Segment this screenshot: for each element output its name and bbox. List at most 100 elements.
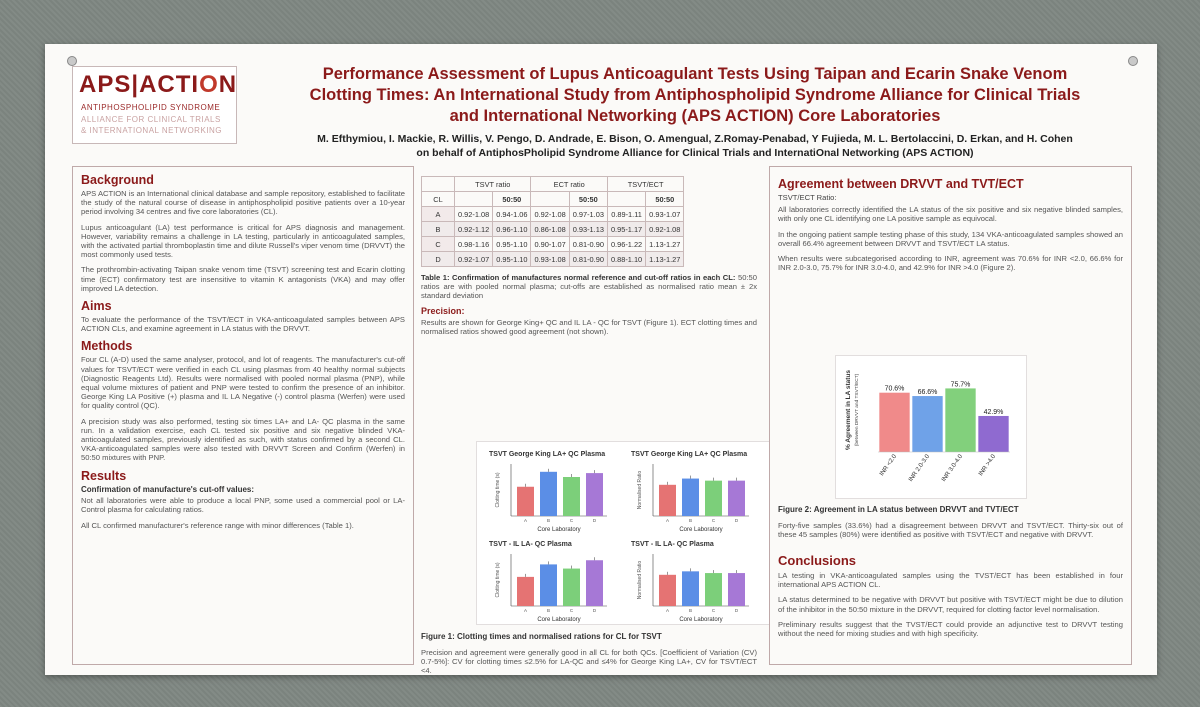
chart-bar	[912, 396, 943, 452]
panel-category-label: D	[593, 518, 597, 523]
panel-category-label: A	[666, 608, 669, 613]
table-1-caption: Table 1: Confirmation of manufactures no…	[421, 273, 757, 301]
panel-y-label: Normalised Ratio	[637, 471, 643, 510]
table-sub-header	[453, 191, 494, 207]
panel-bar	[517, 576, 534, 606]
table-cell: 0.81-0.90	[568, 251, 608, 267]
aims-paragraph: To evaluate the performance of the TSVT/…	[81, 315, 405, 334]
background-heading: Background	[81, 173, 154, 187]
panel-category-label: D	[735, 608, 739, 613]
figure-2-svg: % Agreement in LA status (between DRVVT a…	[845, 370, 1010, 483]
panel-category-label: C	[712, 608, 716, 613]
logo-subtitle-3: & INTERNATIONAL NETWORKING	[81, 126, 223, 135]
panel-y-label: Clotting time (s)	[495, 472, 501, 507]
table-cell: 0.97-1.03	[568, 206, 608, 222]
table-row: D 0.92-1.07 0.95-1.10 0.93-1.08 0.81-0.9…	[421, 251, 685, 267]
panel-bar	[586, 560, 603, 606]
panel-category-label: A	[524, 518, 527, 523]
chart-y-label: % Agreement in LA status	[845, 370, 852, 450]
panel-x-label: Core Laboratory	[537, 617, 580, 623]
table-cl-header: CL	[421, 191, 455, 207]
table-sub-header	[606, 191, 647, 207]
table-cell: 1.13-1.27	[645, 251, 685, 267]
conclusions-paragraph: LA testing in VKA-anticoagulated samples…	[778, 570, 1123, 590]
table-cell: 0.93-1.07	[645, 206, 685, 222]
panel-bar	[705, 573, 722, 606]
chart-value-label: 42.9%	[984, 409, 1004, 416]
table-cell: 0.81-0.90	[568, 236, 608, 252]
panel-title: TSVT George King LA+ QC Plasma	[631, 451, 747, 458]
panel-bar	[705, 480, 722, 516]
figure-1-svg: TSVT George King LA+ QC Plasma Clotting t…	[489, 451, 749, 623]
panel-x-label: Core Laboratory	[679, 617, 722, 623]
table-cell: 0.89-1.11	[606, 206, 647, 222]
title-line: and International Networking (APS ACTION…	[449, 107, 941, 125]
panel-y-label: Clotting time (s)	[495, 562, 501, 597]
aps-action-logo: APS|ACTION ANTIPHOSPHOLIPID SYNDROME ALL…	[72, 66, 237, 144]
figure-1-caption: Figure 1: Clotting times and normalised …	[421, 632, 662, 641]
panel-bar	[682, 571, 699, 606]
logo-subtitle: ANTIPHOSPHOLIPID SYNDROME	[81, 103, 221, 112]
table-cell: 0.93-1.13	[568, 221, 608, 237]
panel-bar	[659, 484, 676, 516]
agreement-paragraph: In the ongoing patient sample testing ph…	[778, 229, 1123, 248]
table-cell: 0.95-1.10	[492, 251, 532, 267]
poster-title: Performance Assessment of Lupus Anticoag…	[260, 64, 1130, 127]
agreement-paragraph: Forty-five samples (33.6%) had a disagre…	[778, 520, 1123, 539]
table-cell: 0.92-1.08	[453, 206, 494, 222]
panel-category-label: A	[666, 518, 669, 523]
precision-paragraph: Results are shown for George King+ QC an…	[421, 318, 757, 337]
background-paragraph: Lupus anticoagulant (LA) test performanc…	[81, 222, 405, 260]
table-cell: 0.96-1.10	[492, 221, 532, 237]
table-cell: 0.86-1.08	[530, 221, 570, 237]
panel-bar	[659, 574, 676, 606]
middle-column: TSVT ratio ECT ratio TSVT/ECT CL 50:50 5…	[416, 166, 770, 675]
chart-value-label: 66.6%	[918, 389, 938, 396]
panel-bar	[728, 480, 745, 516]
panel-category-label: B	[689, 608, 692, 613]
table-cell: 0.95-1.10	[492, 236, 532, 252]
table-cell: 1.13-1.27	[645, 236, 685, 252]
logo-wordmark: APS|ACTION	[79, 71, 238, 98]
panel-title: TSVT - IL LA- QC Plasma	[631, 541, 714, 548]
table-cell	[421, 176, 455, 192]
methods-heading: Methods	[81, 339, 133, 354]
panel-bar	[517, 486, 534, 516]
chart-category-label: INR >4.0	[977, 453, 997, 478]
table-group-header: ECT ratio	[530, 176, 608, 192]
chart-bar	[978, 415, 1009, 452]
panel-category-label: C	[570, 608, 574, 613]
panel-bar	[682, 478, 699, 516]
table-1: TSVT ratio ECT ratio TSVT/ECT CL 50:50 5…	[421, 176, 685, 267]
figure-1: TSVT George King LA+ QC Plasma Clotting t…	[476, 441, 770, 625]
table-cell-cl: A	[421, 206, 455, 222]
chart-category-label: INR <2.0	[878, 453, 898, 478]
agreement-subheading: TSVT/ECT Ratio:	[778, 193, 837, 202]
table-cell-cl: D	[421, 251, 455, 267]
chart-category-label: INR 2.0-3.0	[907, 453, 931, 483]
table-cell: 0.88-1.10	[606, 251, 647, 267]
table-cell-cl: C	[421, 236, 455, 252]
table-cell: 0.92-1.12	[453, 221, 494, 237]
table-group-header: TSVT ratio	[453, 176, 532, 192]
author-affiliation: on behalf of AntiphosPholipid Syndrome A…	[416, 147, 974, 159]
table-cell: 0.94-1.06	[492, 206, 532, 222]
chart-category-label: INR 3.0-4.0	[940, 453, 964, 483]
chart-bar	[945, 388, 976, 452]
panel-title: TSVT - IL LA- QC Plasma	[489, 541, 572, 548]
panel-category-label: B	[547, 518, 550, 523]
table-row: A 0.92-1.08 0.94-1.06 0.92-1.08 0.97-1.0…	[421, 206, 685, 222]
table-row: B 0.92-1.12 0.96-1.10 0.86-1.08 0.93-1.1…	[421, 221, 685, 237]
pin-icon	[67, 56, 77, 66]
table-cell: 0.92-1.08	[645, 221, 685, 237]
title-line: Clotting Times: An International Study f…	[309, 86, 1081, 104]
panel-bar	[728, 573, 745, 606]
panel-x-label: Core Laboratory	[679, 527, 722, 533]
aims-heading: Aims	[81, 299, 112, 314]
panel-category-label: A	[524, 608, 527, 613]
precision-paragraph: Precision and agreement were generally g…	[421, 647, 757, 675]
panel-category-label: C	[712, 518, 716, 523]
agreement-paragraph: All laboratories correctly identified th…	[778, 205, 1123, 224]
panel-bar	[540, 471, 557, 516]
chart-y-sublabel: (between DRVVT and TSVT/ECT)	[854, 373, 860, 446]
